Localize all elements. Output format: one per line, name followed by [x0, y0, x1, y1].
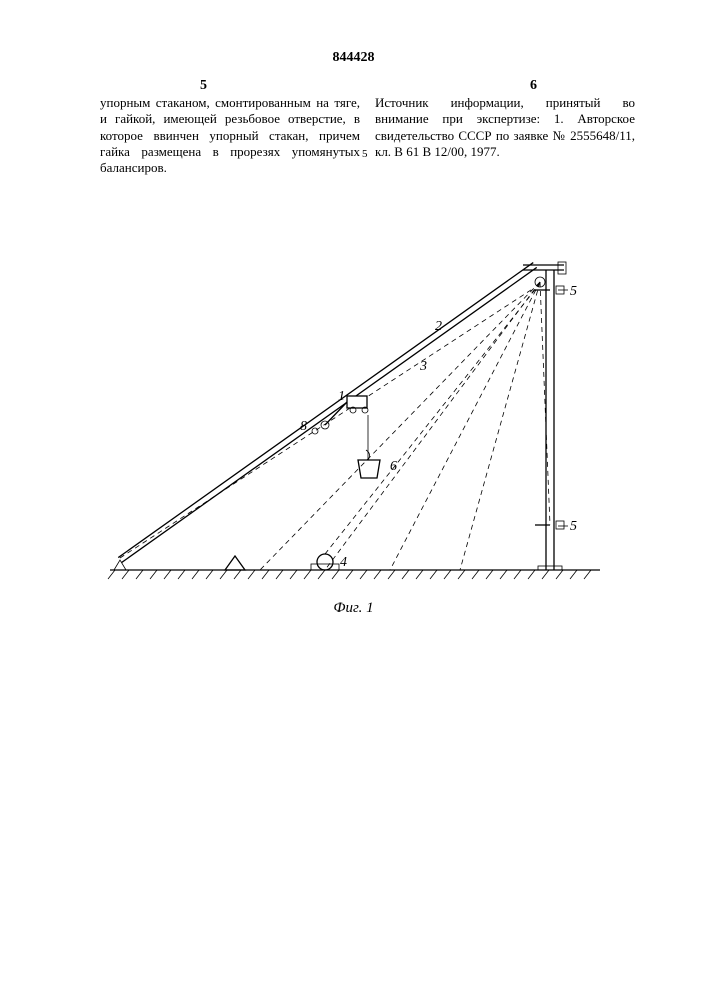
column-number-left: 5 [200, 78, 207, 94]
left-column-text: упорным стаканом, смонтированным на тяге… [100, 95, 360, 176]
svg-text:8: 8 [300, 419, 307, 434]
document-number: 844428 [0, 50, 707, 66]
svg-text:5: 5 [570, 284, 577, 299]
svg-text:6: 6 [390, 459, 397, 474]
right-column-text: Источник информации, принятый во внимани… [375, 95, 635, 160]
svg-text:4: 4 [340, 555, 347, 570]
column-number-right: 6 [530, 78, 537, 94]
line-number-5: 5 [362, 148, 368, 160]
figure-svg: 1 2 3 4 5 5 6 8 [90, 230, 630, 610]
svg-text:2: 2 [435, 319, 442, 334]
page: 844428 5 6 упорным стаканом, смонтирован… [0, 0, 707, 1000]
svg-text:3: 3 [419, 359, 427, 374]
svg-text:5: 5 [570, 519, 577, 534]
figure-caption: Фиг. 1 [0, 600, 707, 617]
svg-text:1: 1 [338, 389, 345, 404]
figure-1: 1 2 3 4 5 5 6 8 [90, 230, 630, 610]
